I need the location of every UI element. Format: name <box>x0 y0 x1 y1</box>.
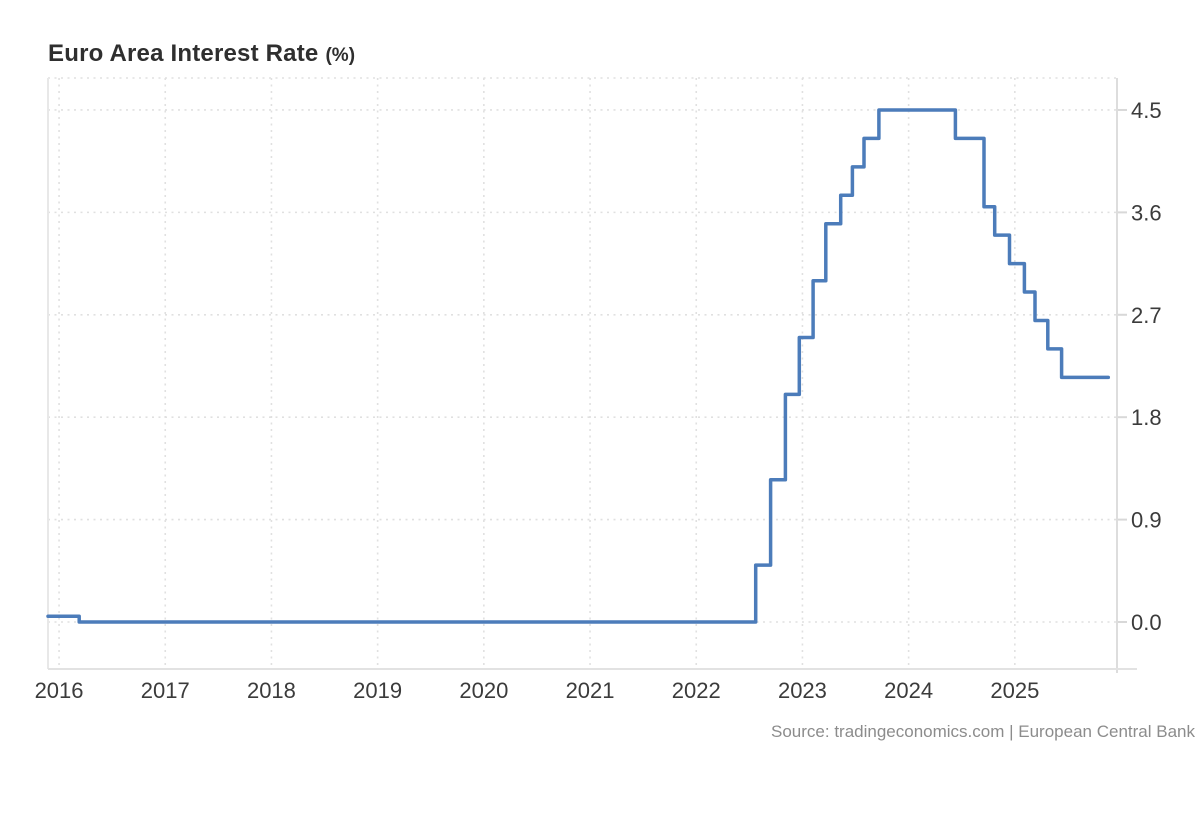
y-tick-label: 2.7 <box>1131 303 1162 328</box>
x-tick-label: 2017 <box>141 678 190 703</box>
x-tick-label: 2025 <box>990 678 1039 703</box>
x-tick-label: 2020 <box>459 678 508 703</box>
x-tick-label: 2024 <box>884 678 933 703</box>
x-tick-label: 2023 <box>778 678 827 703</box>
y-tick-label: 4.5 <box>1131 98 1162 123</box>
source-caption: Source: tradingeconomics.com | European … <box>771 722 1195 741</box>
page-title: Euro Area Interest Rate (%) <box>48 40 355 68</box>
x-tick-label: 2021 <box>566 678 615 703</box>
y-tick-label: 0.9 <box>1131 508 1162 533</box>
x-tick-label: 2019 <box>353 678 402 703</box>
x-tick-label: 2018 <box>247 678 296 703</box>
y-tick-label: 3.6 <box>1131 200 1162 225</box>
x-tick-label: 2022 <box>672 678 721 703</box>
x-tick-label: 2016 <box>35 678 84 703</box>
chart-title-unit: (%) <box>325 45 356 66</box>
y-tick-label: 0.0 <box>1131 610 1162 635</box>
y-tick-label: 1.8 <box>1131 405 1162 430</box>
chart-title-text: Euro Area Interest Rate <box>48 40 319 67</box>
series-line[interactable] <box>46 108 1111 624</box>
